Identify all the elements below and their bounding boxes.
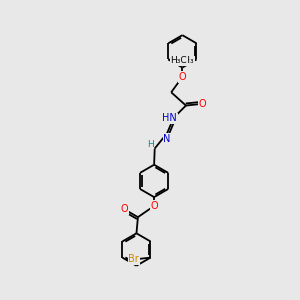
Text: HN: HN [162,113,177,124]
Text: CH₃: CH₃ [178,56,194,65]
Text: N: N [164,134,171,143]
Text: H₃C: H₃C [170,56,187,65]
Text: O: O [198,99,206,109]
Text: O: O [121,205,128,214]
Text: O: O [178,72,186,82]
Text: Br: Br [128,254,139,264]
Text: H: H [147,140,154,148]
Text: O: O [150,201,158,211]
